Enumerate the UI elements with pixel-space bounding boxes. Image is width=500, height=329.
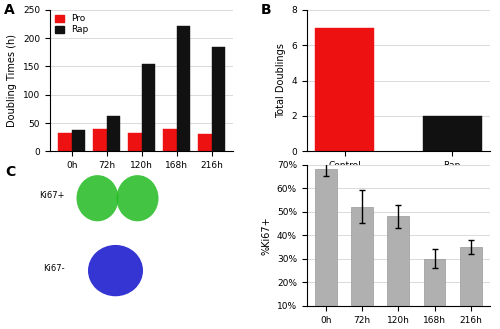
Text: Ki67+: Ki67+: [40, 191, 65, 200]
Bar: [106, 116, 120, 151]
Text: Ki67-: Ki67-: [44, 264, 65, 273]
Bar: [315, 28, 374, 151]
Text: C: C: [5, 164, 15, 179]
Y-axis label: Doubling Times (h): Doubling Times (h): [8, 34, 18, 127]
Bar: [72, 130, 85, 151]
Bar: [176, 26, 190, 151]
Text: B: B: [261, 3, 272, 17]
Ellipse shape: [116, 175, 158, 221]
Bar: [58, 133, 71, 151]
Bar: [422, 116, 482, 151]
Bar: [128, 133, 141, 151]
Bar: [142, 63, 155, 151]
Bar: [424, 259, 446, 329]
Bar: [198, 134, 211, 151]
Y-axis label: %Ki67+: %Ki67+: [262, 216, 272, 255]
Bar: [351, 207, 373, 329]
Bar: [388, 216, 409, 329]
Text: A: A: [4, 3, 15, 17]
Ellipse shape: [88, 245, 143, 296]
Ellipse shape: [76, 175, 118, 221]
Legend: Pro, Rap: Pro, Rap: [54, 14, 88, 34]
Bar: [460, 247, 481, 329]
Bar: [94, 129, 106, 151]
Bar: [315, 169, 336, 329]
Bar: [212, 47, 225, 151]
Bar: [164, 129, 176, 151]
Y-axis label: Total Doublings: Total Doublings: [276, 43, 285, 118]
